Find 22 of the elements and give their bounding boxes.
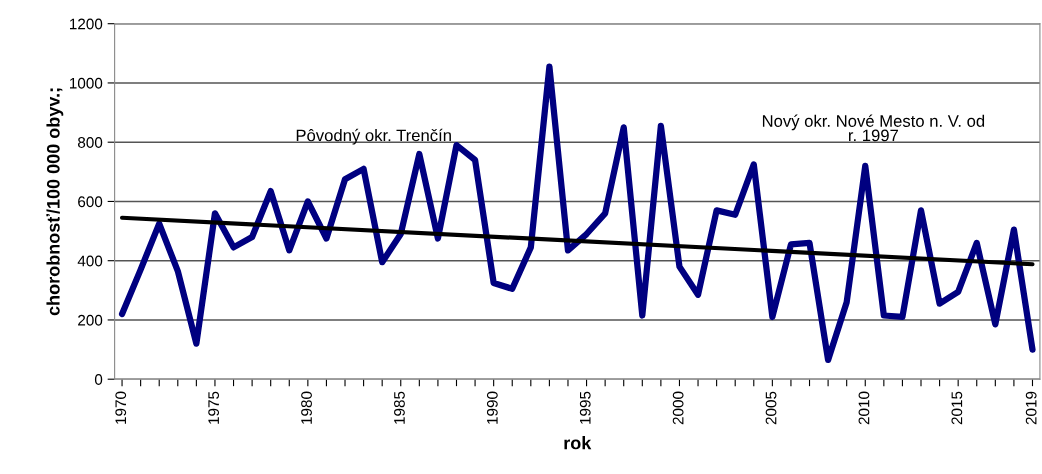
- x-tick-label: 2005: [765, 391, 777, 425]
- x-tick-label: 1970: [115, 391, 127, 424]
- x-tick-label: 2019: [1025, 391, 1037, 425]
- y-tick-label: 400: [77, 255, 103, 267]
- x-tick-label: 1995: [579, 391, 591, 424]
- y-axis-title: chorobnosť/100 000 obyv.;: [46, 88, 64, 316]
- x-tick-label: 1985: [394, 391, 405, 424]
- y-tick-label: 800: [77, 137, 103, 148]
- x-tick-label: 1975: [208, 391, 220, 424]
- y-tick-label: 1200: [70, 18, 103, 30]
- x-tick-label: 2000: [672, 391, 684, 425]
- y-tick-label: 1000: [70, 77, 103, 89]
- annotation: Pôvodný okr. Trenčín: [296, 128, 451, 145]
- x-axis-title: rok: [564, 436, 592, 450]
- y-tick-label: 200: [78, 314, 103, 326]
- y-tick-label: 600: [78, 196, 103, 208]
- y-tick-label: 0: [94, 374, 103, 385]
- x-tick-label: 2010: [858, 391, 870, 425]
- annotation: Nový okr. Nové Mesto n. V. od r. 1997: [762, 114, 985, 142]
- x-tick-label: 1990: [486, 391, 498, 424]
- x-tick-label: 2015: [951, 391, 963, 425]
- x-tick-label: 1980: [301, 391, 312, 424]
